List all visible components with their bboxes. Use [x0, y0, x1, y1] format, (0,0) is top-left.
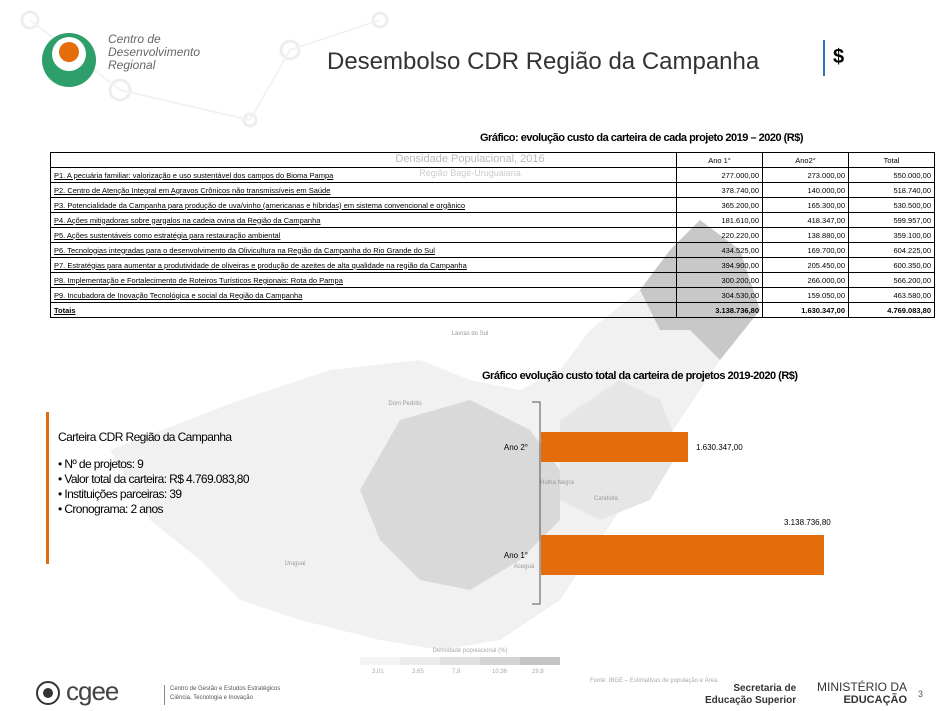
summary: Carteira CDR Região da Campanha • Nº de …	[58, 430, 250, 517]
map-place: Dom Pedrito	[388, 401, 422, 407]
cgee-brand: cgee	[66, 676, 119, 706]
secretaria: Secretaria de Educação Superior	[705, 683, 796, 707]
map-source: Fonte: IBGE – Estimativas de população e…	[590, 677, 719, 684]
map-place: Hulha Negra	[540, 480, 574, 486]
map-legend-title: Densidade populacional (%)	[432, 648, 507, 654]
bar	[541, 535, 824, 575]
cgee-line: Ciência, Tecnologia e Inovação	[170, 695, 253, 701]
table-cell: 518.740,00	[848, 182, 935, 198]
page-number: 3	[918, 689, 924, 699]
logo-line: Regional	[108, 58, 156, 72]
cdr-logo	[42, 33, 96, 87]
bar	[541, 432, 688, 462]
summary-item: • Valor total da carteira: R$ 4.769.083,…	[58, 472, 250, 486]
cgee-logo	[36, 681, 60, 705]
cgee-text: Centro de Gestão e Estudos Estratégicos …	[164, 685, 280, 705]
map-legend-swatch	[400, 657, 440, 665]
table-row: P5. Ações sustentáveis como estratégia p…	[50, 227, 935, 243]
map-legend-swatch	[480, 657, 520, 665]
table-row: P4. Ações mitigadoras sobre gargalos na …	[50, 212, 935, 228]
map-legend-label: 7,8	[452, 669, 461, 675]
table-title: Gráfico: evolução custo da carteira de c…	[480, 132, 804, 144]
map-place: Aceguá	[514, 564, 535, 570]
table-row: P6. Tecnologias integradas para o desenv…	[50, 242, 935, 258]
logo-line: Centro de	[108, 32, 161, 46]
table-cell: 3.138.736,80	[676, 302, 763, 318]
summary-item: • Instituições parceiras: 39	[58, 487, 182, 501]
cgee-line: Centro de Gestão e Estudos Estratégicos	[170, 686, 281, 692]
slide-title: Desembolso CDR Região da Campanha	[327, 48, 760, 75]
category-label: Ano 2°	[504, 443, 528, 452]
map-legend-label: 3,01	[372, 669, 384, 675]
secretaria-line: Secretaria de	[733, 683, 797, 694]
table-row: Totais 3.138.736,80 1.630.347,00 4.769.083,…	[50, 302, 935, 318]
logo-text: Centro de Desenvolvimento Regional	[108, 33, 200, 72]
map-legend-swatch	[360, 657, 400, 665]
summary-item: • Cronograma: 2 anos	[58, 502, 164, 516]
map-place: Uruguai	[284, 561, 305, 567]
ministerio: MINISTÉRIO DA EDUCAÇÃO	[817, 681, 907, 707]
map-legend-swatch	[520, 657, 560, 665]
table-row: P8. Implementação e Fortalecimento de Ro…	[50, 272, 935, 288]
network-pattern	[20, 10, 389, 128]
chart-title: Gráfico evolução custo total da carteira…	[482, 370, 798, 382]
map-legend-swatch	[440, 657, 480, 665]
ministerio-line: EDUCAÇÃO	[843, 694, 908, 706]
value-label: 1.630.347,00	[696, 443, 743, 452]
table-cell: 4.769.083,80	[848, 302, 935, 318]
map-place: Lavras do Sul	[452, 331, 489, 337]
summary-heading: Carteira CDR Região da Campanha	[58, 430, 232, 444]
table-row: P2. Centro de Atenção Integral em Agravo…	[50, 182, 935, 198]
project-table: Ano 1° Ano2° Total P1. A pecuária familiar:…	[50, 152, 935, 318]
logo-line: Desenvolvimento	[108, 45, 201, 59]
map-legend-label: 10,36	[492, 669, 508, 675]
secretaria-line: Educação Superior	[705, 695, 797, 706]
map-place: Candiota	[594, 496, 619, 502]
ministerio-line: MINISTÉRIO DA	[817, 680, 908, 694]
title-divider	[823, 40, 825, 76]
value-label: 3.138.736,80	[784, 518, 831, 527]
map-legend-label: 3,65	[412, 669, 424, 675]
map-region	[360, 400, 560, 590]
category-bracket	[532, 401, 541, 605]
category-label: Ano 1°	[504, 551, 528, 560]
summary-item: • Nº de projetos: 9	[58, 457, 144, 471]
map-legend-label: 29,8	[532, 669, 544, 675]
table-row: P1. A pecuária familiar: valorização e u…	[50, 167, 935, 183]
title-symbol: $	[833, 46, 845, 68]
summary-accent	[46, 412, 49, 564]
